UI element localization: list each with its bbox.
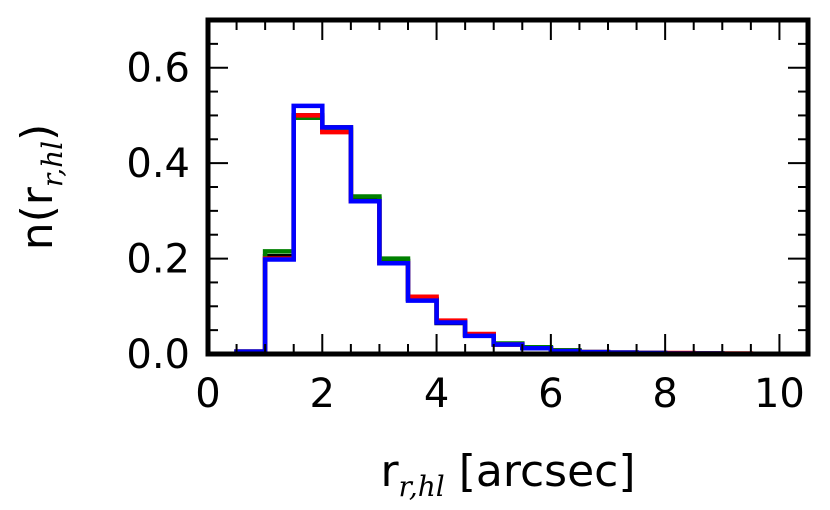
x-tick-label: 4: [424, 371, 449, 417]
y-axis-label: n(rr,hl): [12, 124, 69, 251]
y-tick-label: 0.6: [126, 46, 190, 92]
y-tick-label: 0.2: [126, 237, 190, 283]
x-axis-label-unit: [arcsec]: [445, 446, 636, 497]
y-tick-label: 0.0: [126, 332, 190, 378]
y-axis-label-close: ): [12, 124, 63, 141]
y-axis-label-sub: r,hl: [36, 141, 69, 187]
x-axis-label-sub: r,hl: [399, 470, 445, 503]
histogram-series-4: [208, 103, 780, 357]
x-axis-label: rr,hl [arcsec]: [380, 446, 635, 503]
x-tick-label: 0: [195, 371, 220, 417]
plot-frame: [205, 17, 811, 357]
x-tick-label: 8: [652, 371, 677, 417]
y-axis-label-main: n(r: [12, 186, 63, 250]
tick-layer: [208, 20, 808, 354]
tick-label-layer: 0 2 4 6 8 10 0.0 0.2 0.4 0.6: [126, 46, 805, 417]
x-tick-label: 10: [754, 371, 805, 417]
y-tick-label: 0.4: [126, 141, 190, 187]
x-tick-label: 2: [310, 371, 335, 417]
x-tick-label: 6: [538, 371, 563, 417]
series-layer: [208, 103, 780, 357]
x-axis-label-main: r: [380, 446, 399, 497]
